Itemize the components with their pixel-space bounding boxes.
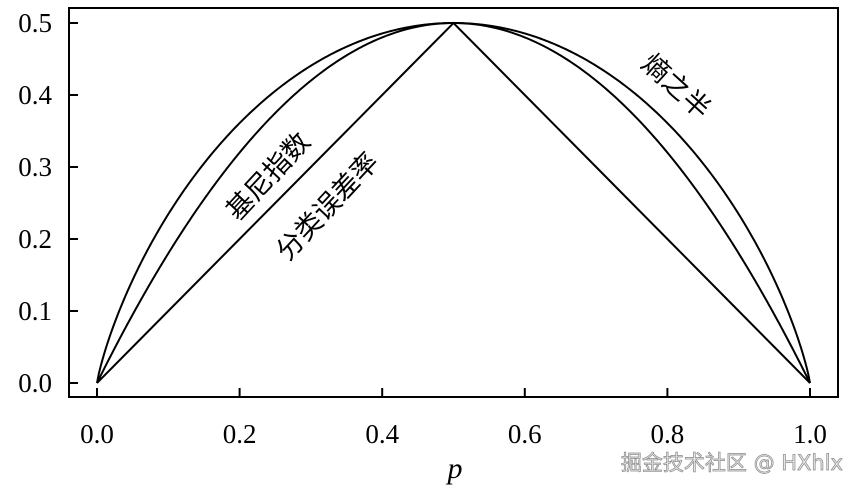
gini-line	[96, 21, 811, 384]
entropy-half-line	[96, 21, 811, 384]
watermark: 掘金技术社区 @ HXhlx	[621, 451, 843, 475]
y-tick-label: 0.2	[18, 224, 52, 254]
y-tick-label: 0.0	[18, 368, 52, 398]
x-tick-label: 1.0	[793, 419, 827, 449]
y-tick-label: 0.4	[18, 80, 52, 110]
x-tick-label: 0.0	[80, 419, 114, 449]
label-entropy: 熵之半	[635, 48, 716, 125]
x-axis-label: p	[446, 452, 463, 485]
x-tick-label: 0.2	[223, 419, 257, 449]
y-tick-label: 0.3	[18, 152, 52, 182]
plot-frame	[68, 7, 839, 398]
y-tick-label: 0.5	[18, 8, 52, 38]
x-tick-label: 0.4	[365, 419, 399, 449]
y-tick-label: 0.1	[18, 296, 52, 326]
error-rate-line	[96, 21, 811, 384]
x-tick-label: 0.8	[651, 419, 685, 449]
x-tick-label: 0.6	[508, 419, 542, 449]
